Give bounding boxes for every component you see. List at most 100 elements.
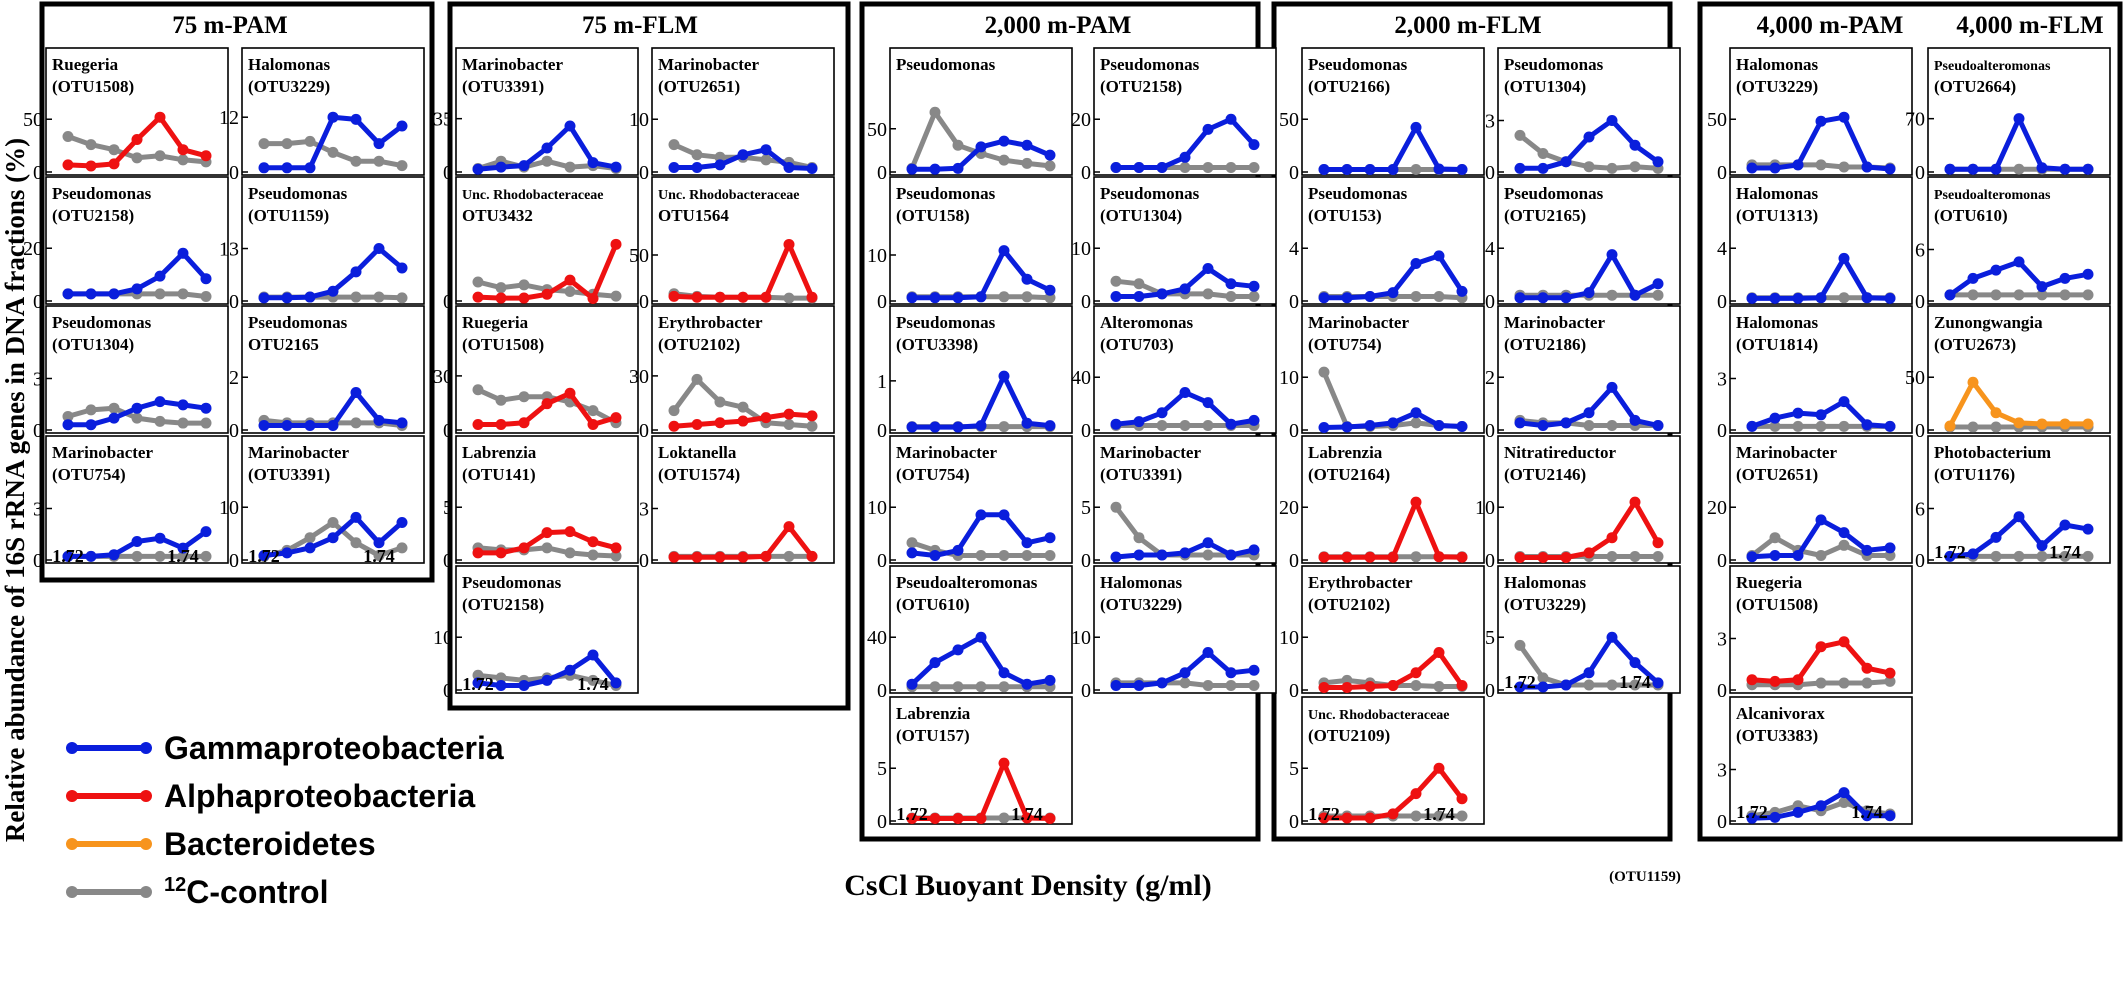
y-tick-label: 0	[1289, 291, 1299, 313]
data-point	[587, 419, 599, 431]
data-point	[1202, 161, 1214, 173]
data-point	[929, 549, 941, 561]
data-point	[1861, 677, 1873, 689]
y-tick-label: 2	[1485, 367, 1495, 389]
data-point	[281, 162, 293, 174]
data-point	[1769, 811, 1781, 823]
data-point	[564, 664, 576, 676]
data-point	[1133, 679, 1145, 691]
data-point	[1044, 674, 1056, 686]
data-point	[1433, 646, 1445, 658]
subplot: 20 0 Marinobacter (OTU2651)	[1707, 435, 1913, 572]
data-point	[1990, 407, 2002, 419]
data-point	[806, 550, 818, 562]
subplot-box	[889, 565, 1073, 694]
data-point	[1838, 161, 1850, 173]
x-tick-label: 1.72	[1934, 542, 1966, 562]
y-tick-label: 5	[1081, 497, 1091, 519]
data-point	[154, 288, 166, 300]
subplot: 50 0 Pseudomonas (OTU2166)	[1279, 47, 1485, 184]
data-point	[1606, 115, 1618, 126]
data-point	[2036, 162, 2048, 174]
data-point	[1838, 539, 1850, 551]
otu-label: (OTU610)	[1934, 206, 2008, 225]
otu-label: (OTU158)	[896, 206, 970, 225]
y-tick-label: 0	[877, 291, 887, 313]
subplot: 1 0 Pseudomonas (OTU3398)	[877, 305, 1073, 442]
data-point	[2059, 550, 2071, 562]
subplot: 3 0 Halomonas (OTU1814)	[1717, 305, 1913, 442]
otu-label: (OTU3398)	[896, 335, 978, 354]
data-point	[975, 291, 987, 303]
data-point	[1560, 551, 1572, 563]
data-point	[177, 399, 189, 411]
y-tick-label: 0	[1289, 550, 1299, 572]
data-point	[1838, 677, 1850, 689]
data-point	[1179, 283, 1191, 295]
y-tick-label: 3	[1717, 760, 1727, 782]
data-point	[587, 674, 599, 686]
y-tick-label: 20	[1071, 109, 1091, 131]
data-point	[2082, 523, 2094, 535]
y-tick-label: 0	[33, 550, 43, 572]
y-tick-label: 40	[867, 627, 887, 649]
data-point	[258, 549, 270, 561]
data-point	[564, 161, 576, 173]
data-point	[1990, 264, 2002, 276]
data-point	[200, 550, 212, 562]
data-point	[1364, 290, 1376, 302]
data-point	[906, 812, 918, 824]
taxon-label: Pseudoalteromonas	[1934, 59, 2051, 74]
subplot: 10 0 Pseudomonas (OTU1304)	[1071, 176, 1277, 313]
data-point	[1364, 812, 1376, 824]
y-tick-label: 0	[229, 420, 239, 442]
data-point	[906, 421, 918, 433]
subplot: 10 0 Pseudomonas (OTU158)	[867, 176, 1073, 313]
data-point	[1433, 250, 1445, 262]
legend-label-sup: 12	[164, 874, 186, 896]
otu-label: (OTU703)	[1100, 335, 1174, 354]
panel-title: 2,000 m-PAM	[985, 12, 1132, 39]
data-point	[1815, 292, 1827, 304]
taxon-label: Unc. Rhodobacteraceae	[462, 188, 604, 203]
legend-marker	[66, 790, 78, 802]
data-point	[1387, 551, 1399, 563]
data-point	[108, 144, 120, 156]
subplot: 20 0 Labrenzia (OTU2164)	[1279, 435, 1485, 572]
otu-label: (OTU2651)	[1736, 465, 1818, 484]
data-point	[1248, 290, 1260, 302]
y-tick-label: 0	[1717, 162, 1727, 184]
data-point	[952, 139, 964, 151]
data-point	[1861, 544, 1873, 556]
y-tick-label: 0	[639, 420, 649, 442]
data-point	[1815, 420, 1827, 432]
subplot-box	[1927, 435, 2111, 564]
data-point	[1583, 407, 1595, 419]
data-point	[998, 757, 1010, 769]
data-point	[541, 527, 553, 539]
data-point	[2082, 550, 2094, 562]
data-point	[1248, 139, 1260, 151]
data-point	[1044, 284, 1056, 296]
y-tick-label: 0	[1485, 162, 1495, 184]
taxon-label: Pseudomonas	[52, 313, 152, 332]
otu-label: (OTU610)	[896, 595, 970, 614]
y-tick-label: 0	[1485, 680, 1495, 702]
data-point	[1110, 679, 1122, 691]
data-point	[1990, 550, 2002, 562]
data-point	[668, 161, 680, 173]
data-point	[1410, 551, 1422, 563]
data-point	[929, 106, 941, 118]
data-point	[714, 417, 726, 429]
data-point	[518, 391, 530, 403]
data-point	[258, 162, 270, 174]
subplot: 50 0 Zunongwangia (OTU2673)	[1905, 305, 2111, 442]
otu-label: (OTU2166)	[1308, 77, 1390, 96]
data-point	[1606, 631, 1618, 643]
data-point	[587, 293, 599, 305]
data-point	[1583, 287, 1595, 299]
data-point	[737, 551, 749, 563]
data-point	[906, 537, 918, 549]
data-point	[1606, 381, 1618, 393]
taxon-label: Erythrobacter	[1308, 573, 1413, 592]
